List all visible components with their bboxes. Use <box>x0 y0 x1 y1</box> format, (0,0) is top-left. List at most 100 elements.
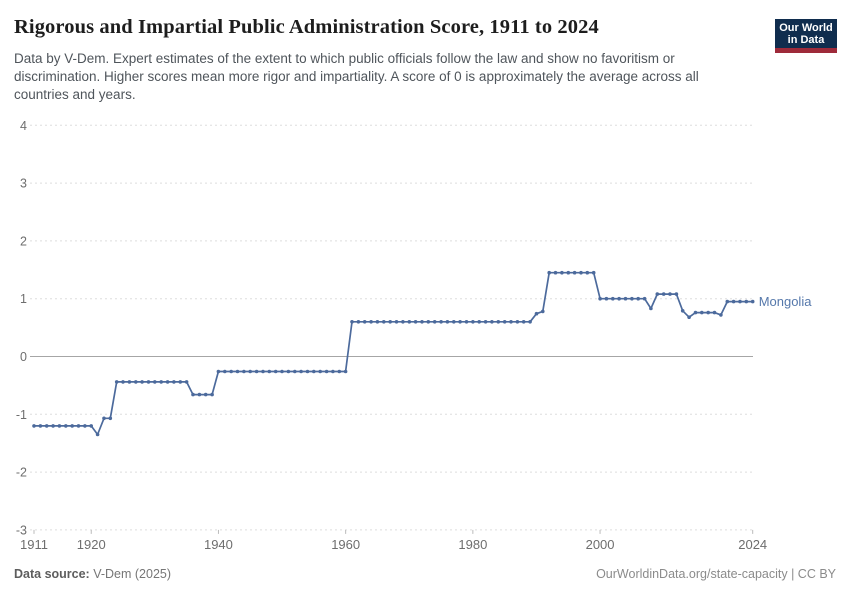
data-point <box>509 320 513 324</box>
data-point <box>32 424 36 428</box>
data-point <box>223 369 227 374</box>
y-tick-label: 3 <box>20 177 27 191</box>
data-point <box>636 296 640 301</box>
data-point <box>439 320 443 324</box>
data-point <box>254 369 259 374</box>
data-point <box>267 369 272 374</box>
data-point <box>362 320 367 324</box>
data-point <box>312 369 316 374</box>
data-point <box>731 299 736 304</box>
data-point <box>611 296 615 301</box>
chart-header: Rigorous and Impartial Public Administra… <box>14 16 837 104</box>
data-point <box>108 416 113 421</box>
chart-footer: Data source: V-Dem (2025) OurWorldinData… <box>14 567 836 581</box>
data-point <box>407 320 412 324</box>
data-point <box>687 315 691 320</box>
data-point <box>579 270 583 275</box>
data-point <box>617 296 621 301</box>
data-point <box>623 296 628 301</box>
data-point <box>471 320 475 324</box>
data-point <box>585 270 590 275</box>
data-point <box>64 424 68 428</box>
data-point <box>668 292 672 296</box>
data-point <box>750 299 755 304</box>
data-point <box>134 380 138 384</box>
owid-logo-line2: in Data <box>787 34 825 46</box>
data-point <box>184 380 189 384</box>
data-point <box>172 380 176 384</box>
data-point <box>280 369 284 374</box>
data-point <box>261 369 265 374</box>
data-point <box>388 320 393 324</box>
data-point <box>432 320 437 324</box>
data-point <box>235 369 240 374</box>
data-point <box>337 369 342 374</box>
data-point <box>464 320 469 324</box>
data-point <box>712 310 717 315</box>
data-point <box>38 424 43 428</box>
x-tick-label: 2024 <box>738 537 767 552</box>
data-point <box>140 380 144 384</box>
data-point <box>146 380 151 384</box>
data-point <box>102 416 106 421</box>
data-point <box>83 424 87 428</box>
data-point <box>76 424 81 428</box>
data-point <box>331 369 335 374</box>
x-tick-label: 2000 <box>586 537 615 552</box>
data-point <box>700 310 704 315</box>
data-point <box>394 320 399 324</box>
data-point <box>738 299 742 304</box>
data-point <box>165 380 170 384</box>
data-point <box>566 270 571 275</box>
data-point <box>273 369 278 374</box>
data-point <box>598 296 602 301</box>
data-point <box>318 369 323 374</box>
data-point <box>114 380 119 384</box>
data-point <box>299 369 303 374</box>
chart-subtitle: Data by V-Dem. Expert estimates of the e… <box>14 51 699 102</box>
entity-label[interactable]: Mongolia <box>759 294 813 309</box>
data-point <box>452 320 456 324</box>
data-point <box>216 369 221 374</box>
data-point <box>229 369 233 374</box>
license-link[interactable]: OurWorldinData.org/state-capacity | CC B… <box>596 567 836 581</box>
x-tick-label: 1960 <box>331 537 360 552</box>
data-source: Data source: V-Dem (2025) <box>14 567 171 581</box>
owid-logo[interactable]: Our World in Data <box>775 19 837 53</box>
data-point <box>121 380 125 384</box>
data-point <box>655 292 660 296</box>
data-point <box>572 270 577 275</box>
data-point <box>680 309 685 313</box>
data-point <box>521 320 526 324</box>
data-point <box>744 299 749 304</box>
data-point <box>95 432 100 437</box>
data-point <box>369 320 373 324</box>
data-point <box>591 270 596 275</box>
owid-logo-red-bar <box>775 48 837 53</box>
data-point <box>356 320 361 324</box>
data-point <box>89 424 93 428</box>
data-point <box>350 320 354 324</box>
data-point <box>413 320 418 324</box>
data-point <box>719 313 723 317</box>
data-point <box>725 299 730 304</box>
owid-logo-text: Our World in Data <box>775 19 837 48</box>
y-tick-label: -2 <box>16 466 27 480</box>
data-point <box>604 296 609 301</box>
data-point <box>293 369 297 374</box>
data-point <box>57 424 62 428</box>
data-point <box>649 306 653 311</box>
x-tick-label: 1980 <box>458 537 487 552</box>
data-point <box>191 392 195 397</box>
data-point <box>490 320 494 324</box>
y-tick-label: -3 <box>16 523 27 537</box>
data-point <box>324 369 329 374</box>
data-point <box>553 270 558 275</box>
data-point <box>375 320 380 324</box>
data-source-value: V-Dem (2025) <box>89 567 172 581</box>
data-point <box>127 380 132 384</box>
data-point <box>382 320 386 324</box>
data-point <box>502 320 507 324</box>
